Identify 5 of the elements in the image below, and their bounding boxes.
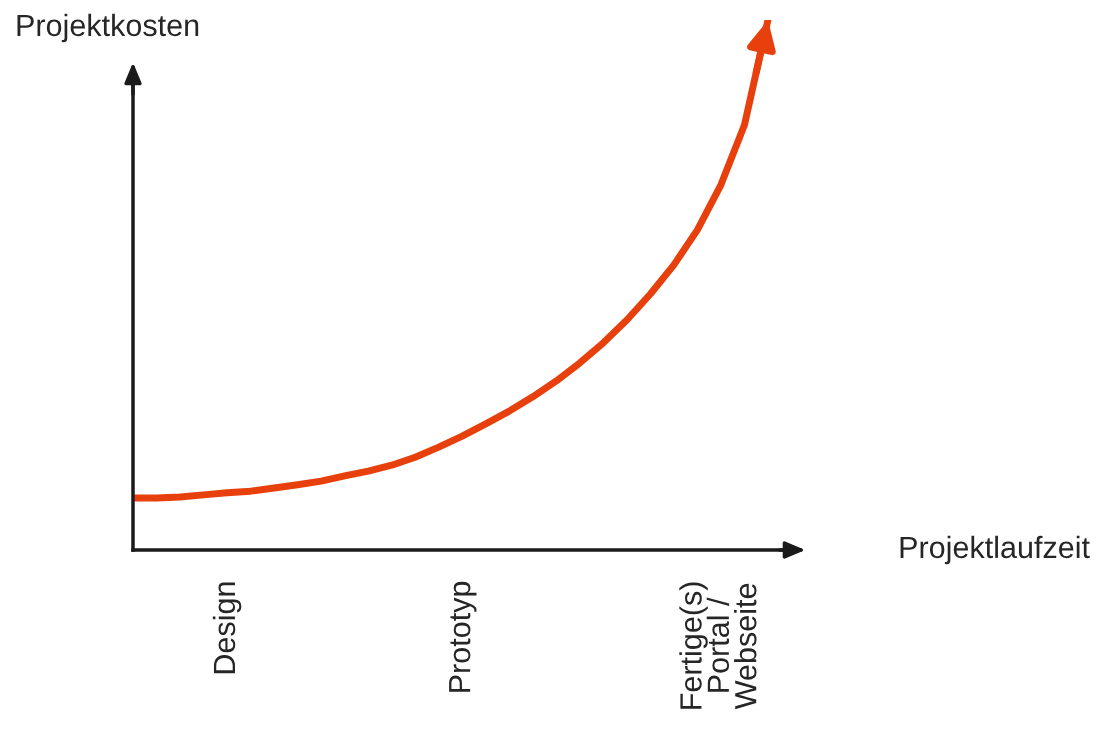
- x-tick-label: Design: [212, 582, 242, 674]
- x-tick-label: Prototyp: [449, 581, 477, 692]
- x-axis-title: Projektlaufzeit: [900, 535, 1090, 565]
- x-tick-label: Fertige(s) Portal / Webseite: [679, 582, 757, 710]
- y-axis-title: Projektkosten: [17, 13, 199, 43]
